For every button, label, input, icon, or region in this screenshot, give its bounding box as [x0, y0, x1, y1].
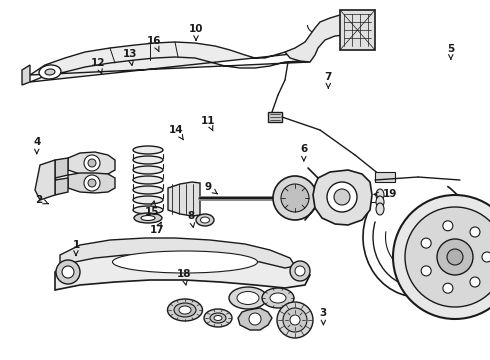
- Polygon shape: [55, 252, 310, 290]
- Circle shape: [295, 266, 305, 276]
- Circle shape: [84, 175, 100, 191]
- Text: 17: 17: [149, 222, 164, 235]
- Ellipse shape: [174, 303, 196, 317]
- Circle shape: [421, 266, 431, 276]
- Text: 8: 8: [188, 211, 195, 228]
- Circle shape: [88, 179, 96, 187]
- Polygon shape: [55, 158, 68, 178]
- Circle shape: [334, 189, 350, 205]
- Polygon shape: [30, 42, 310, 82]
- Text: 18: 18: [176, 269, 191, 285]
- Circle shape: [470, 277, 480, 287]
- Ellipse shape: [210, 313, 226, 323]
- Circle shape: [281, 184, 309, 212]
- Ellipse shape: [133, 156, 163, 164]
- Circle shape: [421, 238, 431, 248]
- Circle shape: [443, 221, 453, 231]
- Text: 12: 12: [91, 58, 105, 74]
- Polygon shape: [55, 178, 68, 195]
- Text: 11: 11: [201, 116, 216, 131]
- Polygon shape: [168, 182, 200, 216]
- Ellipse shape: [179, 306, 191, 314]
- Ellipse shape: [133, 186, 163, 194]
- Circle shape: [88, 159, 96, 167]
- Text: 16: 16: [147, 36, 162, 52]
- Polygon shape: [68, 173, 115, 193]
- Text: 3: 3: [320, 308, 327, 325]
- Polygon shape: [340, 10, 375, 50]
- Ellipse shape: [376, 189, 384, 201]
- Circle shape: [62, 266, 74, 278]
- Text: 10: 10: [189, 24, 203, 40]
- Ellipse shape: [133, 166, 163, 174]
- Polygon shape: [375, 172, 395, 182]
- Polygon shape: [60, 238, 295, 268]
- Ellipse shape: [168, 299, 202, 321]
- Ellipse shape: [376, 196, 384, 208]
- Text: 7: 7: [324, 72, 332, 88]
- Ellipse shape: [237, 292, 259, 305]
- Text: 19: 19: [374, 189, 397, 199]
- Ellipse shape: [262, 288, 294, 308]
- Text: 2: 2: [36, 195, 49, 205]
- Ellipse shape: [376, 203, 384, 215]
- Ellipse shape: [204, 309, 232, 327]
- Circle shape: [84, 155, 100, 171]
- Polygon shape: [285, 15, 370, 62]
- Ellipse shape: [133, 176, 163, 184]
- Text: 15: 15: [145, 201, 159, 217]
- Text: 9: 9: [205, 182, 217, 194]
- Ellipse shape: [133, 146, 163, 154]
- Circle shape: [56, 260, 80, 284]
- Circle shape: [470, 227, 480, 237]
- Ellipse shape: [141, 216, 155, 220]
- Circle shape: [283, 308, 307, 332]
- Circle shape: [273, 176, 317, 220]
- Circle shape: [437, 239, 473, 275]
- Ellipse shape: [229, 287, 267, 309]
- Polygon shape: [35, 160, 55, 200]
- Circle shape: [277, 302, 313, 338]
- Ellipse shape: [196, 214, 214, 226]
- Circle shape: [405, 207, 490, 307]
- Ellipse shape: [270, 293, 286, 303]
- Text: 1: 1: [73, 240, 79, 256]
- Circle shape: [327, 182, 357, 212]
- Text: 14: 14: [169, 125, 184, 140]
- Circle shape: [290, 315, 300, 325]
- Ellipse shape: [45, 69, 55, 75]
- Polygon shape: [313, 170, 372, 225]
- Circle shape: [249, 313, 261, 325]
- Ellipse shape: [39, 65, 61, 79]
- Polygon shape: [268, 112, 282, 122]
- Ellipse shape: [134, 213, 162, 223]
- Circle shape: [290, 261, 310, 281]
- Circle shape: [447, 249, 463, 265]
- Text: 6: 6: [300, 144, 307, 161]
- Ellipse shape: [113, 251, 258, 273]
- Ellipse shape: [133, 196, 163, 204]
- Polygon shape: [238, 308, 272, 330]
- Text: 5: 5: [447, 44, 454, 59]
- Text: 13: 13: [122, 49, 137, 66]
- Polygon shape: [68, 152, 115, 175]
- Text: 4: 4: [33, 137, 41, 154]
- Circle shape: [482, 252, 490, 262]
- Polygon shape: [22, 65, 30, 85]
- Ellipse shape: [214, 315, 222, 320]
- Ellipse shape: [133, 206, 163, 214]
- Circle shape: [443, 283, 453, 293]
- Ellipse shape: [200, 217, 210, 223]
- Circle shape: [393, 195, 490, 319]
